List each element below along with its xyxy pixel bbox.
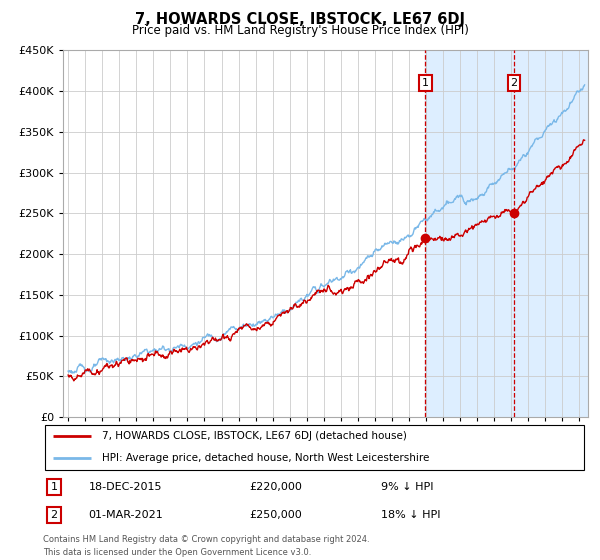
Bar — [425, 50, 600, 417]
Text: 2: 2 — [511, 78, 518, 88]
Text: £250,000: £250,000 — [250, 510, 302, 520]
Text: 1: 1 — [50, 482, 58, 492]
Text: Price paid vs. HM Land Registry's House Price Index (HPI): Price paid vs. HM Land Registry's House … — [131, 24, 469, 36]
Text: 18% ↓ HPI: 18% ↓ HPI — [380, 510, 440, 520]
FancyBboxPatch shape — [45, 425, 584, 469]
Text: 2: 2 — [50, 510, 58, 520]
Text: 7, HOWARDS CLOSE, IBSTOCK, LE67 6DJ: 7, HOWARDS CLOSE, IBSTOCK, LE67 6DJ — [135, 12, 465, 27]
Text: Contains HM Land Registry data © Crown copyright and database right 2024.
This d: Contains HM Land Registry data © Crown c… — [43, 535, 370, 557]
Text: 7, HOWARDS CLOSE, IBSTOCK, LE67 6DJ (detached house): 7, HOWARDS CLOSE, IBSTOCK, LE67 6DJ (det… — [102, 431, 407, 441]
Text: 01-MAR-2021: 01-MAR-2021 — [88, 510, 163, 520]
Text: 1: 1 — [422, 78, 429, 88]
Text: 18-DEC-2015: 18-DEC-2015 — [88, 482, 162, 492]
Text: 9% ↓ HPI: 9% ↓ HPI — [380, 482, 433, 492]
Text: £220,000: £220,000 — [250, 482, 302, 492]
Text: HPI: Average price, detached house, North West Leicestershire: HPI: Average price, detached house, Nort… — [102, 452, 430, 463]
